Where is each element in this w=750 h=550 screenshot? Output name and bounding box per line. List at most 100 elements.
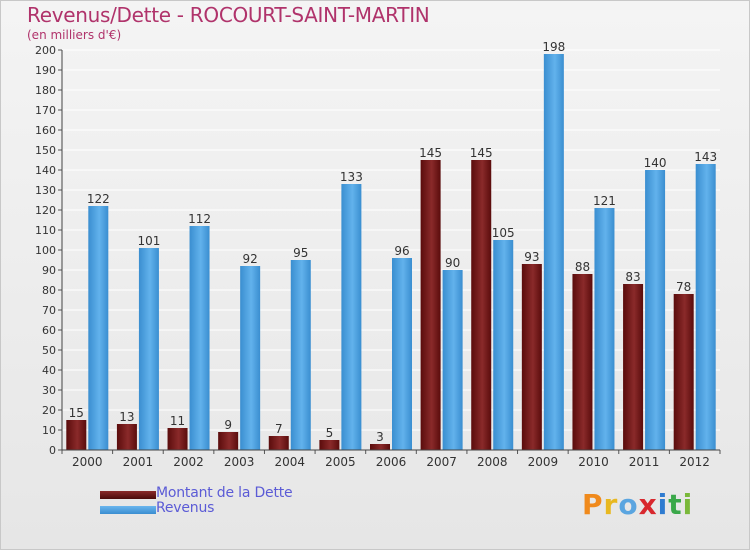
logo-letter: P — [582, 488, 604, 521]
data-labels: 15 122 13 101 11 112 9 92 7 95 5 133 3 96 145 90 145 105 9… — [69, 40, 717, 444]
logo-letter: r — [603, 488, 619, 521]
bar-revenus — [138, 248, 159, 450]
data-label-dette: 7 — [275, 422, 283, 436]
y-tick-label: 160 — [35, 124, 56, 137]
data-label-dette: 15 — [69, 406, 84, 420]
x-tick-label: 2008 — [477, 455, 508, 469]
x-tick-label: 2003 — [224, 455, 255, 469]
bar-revenus — [594, 208, 615, 450]
legend-swatch-debt — [100, 491, 156, 499]
x-tick-label: 2000 — [72, 455, 103, 469]
data-label-revenus: 90 — [445, 256, 460, 270]
bar-dette — [521, 264, 542, 450]
data-label-dette: 88 — [575, 260, 590, 274]
x-axis-ticks: 2000 2001 2002 2003 2004 2005 2006 2007 2008 2009… — [61, 450, 721, 469]
x-tick-label: 2010 — [578, 455, 609, 469]
logo-letter: x — [638, 488, 658, 521]
data-label-revenus: 101 — [137, 234, 160, 248]
data-label-dette: 13 — [119, 410, 134, 424]
data-label-revenus: 133 — [340, 170, 363, 184]
bar-revenus — [543, 54, 564, 450]
legend-label-debt: Montant de la Dette — [156, 485, 293, 501]
y-tick-label: 80 — [42, 284, 56, 297]
bar-revenus — [392, 258, 412, 450]
y-tick-label: 50 — [42, 344, 56, 357]
bar-dette — [370, 444, 390, 450]
data-label-dette: 3 — [376, 430, 384, 444]
y-tick-label: 60 — [42, 324, 56, 337]
proxiti-logo: Proxiti — [582, 488, 693, 521]
bar-revenus — [290, 260, 311, 450]
x-tick-label: 2012 — [679, 455, 710, 469]
y-tick-label: 180 — [35, 84, 56, 97]
x-tick-label: 2007 — [426, 455, 457, 469]
axes — [61, 50, 720, 451]
bar-dette — [572, 274, 593, 450]
legend-label-revenus: Revenus — [156, 500, 215, 516]
bar-dette — [116, 424, 137, 450]
x-tick-label: 2009 — [528, 455, 559, 469]
y-tick-label: 10 — [42, 424, 56, 437]
x-tick-label: 2006 — [376, 455, 407, 469]
y-tick-label: 0 — [49, 444, 56, 457]
data-label-revenus: 122 — [87, 192, 110, 206]
data-label-dette: 5 — [326, 426, 334, 440]
bar-revenus — [493, 240, 514, 450]
bar-dette — [471, 160, 492, 450]
y-tick-label: 100 — [35, 244, 56, 257]
y-axis-ticks: 0 10 20 30 40 50 60 70 80 90 100 110 120 130 140 150 160… — [35, 44, 62, 457]
data-label-revenus: 140 — [644, 156, 667, 170]
data-label-dette: 11 — [170, 414, 185, 428]
y-tick-label: 70 — [42, 304, 56, 317]
bar-dette — [66, 420, 87, 450]
bars — [66, 54, 716, 450]
y-tick-label: 190 — [35, 64, 56, 77]
bar-revenus — [189, 226, 210, 450]
data-label-revenus: 112 — [188, 212, 211, 226]
bar-revenus — [88, 206, 109, 450]
data-label-revenus: 96 — [394, 244, 409, 258]
x-tick-label: 2011 — [629, 455, 660, 469]
data-label-revenus: 95 — [293, 246, 308, 260]
bar-revenus — [240, 266, 261, 450]
bar-dette — [218, 432, 239, 450]
grid — [62, 49, 720, 451]
bar-dette — [319, 440, 340, 450]
y-tick-label: 90 — [42, 264, 56, 277]
bar-revenus — [442, 270, 463, 450]
y-tick-label: 110 — [35, 224, 56, 237]
bar-revenus — [695, 164, 716, 450]
y-tick-label: 20 — [42, 404, 56, 417]
data-label-dette: 9 — [224, 418, 232, 432]
bar-dette — [268, 436, 289, 450]
data-label-dette: 78 — [676, 280, 691, 294]
y-tick-label: 130 — [35, 184, 56, 197]
data-label-dette: 145 — [470, 146, 493, 160]
x-tick-label: 2004 — [274, 455, 305, 469]
y-tick-label: 40 — [42, 364, 56, 377]
logo-letter: t — [668, 488, 683, 521]
data-label-revenus: 105 — [492, 226, 515, 240]
logo-letter: i — [657, 488, 669, 521]
x-tick-label: 2005 — [325, 455, 356, 469]
bar-dette — [420, 160, 441, 450]
x-tick-label: 2002 — [173, 455, 204, 469]
y-tick-label: 200 — [35, 44, 56, 57]
data-label-dette: 83 — [625, 270, 640, 284]
logo-letter: i — [682, 488, 694, 521]
data-label-revenus: 198 — [542, 40, 565, 54]
bar-dette — [673, 294, 694, 450]
chart-title: Revenus/Dette - ROCOURT-SAINT-MARTIN — [27, 3, 430, 27]
x-tick-label: 2001 — [123, 455, 154, 469]
legend-swatch-revenus — [100, 506, 156, 514]
y-tick-label: 150 — [35, 144, 56, 157]
y-tick-label: 120 — [35, 204, 56, 217]
bar-revenus — [645, 170, 666, 450]
bar-dette — [623, 284, 644, 450]
data-label-revenus: 121 — [593, 194, 616, 208]
y-tick-label: 30 — [42, 384, 56, 397]
data-label-dette: 93 — [524, 250, 539, 264]
logo-letter: o — [618, 488, 639, 521]
